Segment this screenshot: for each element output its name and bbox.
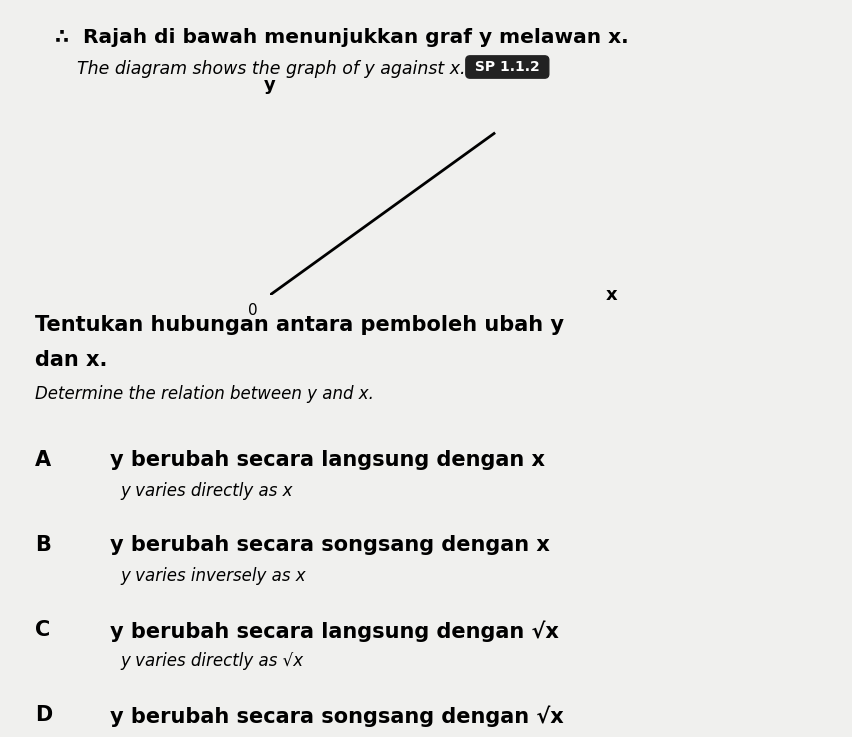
Text: A: A (35, 450, 51, 470)
Text: D: D (35, 705, 52, 725)
Text: y berubah secara songsang dengan x: y berubah secara songsang dengan x (110, 535, 550, 555)
Text: ∴  Rajah di bawah menunjukkan graf y melawan x.: ∴ Rajah di bawah menunjukkan graf y mela… (55, 28, 629, 47)
Text: y berubah secara langsung dengan x: y berubah secara langsung dengan x (110, 450, 545, 470)
Text: Determine the relation between y and x.: Determine the relation between y and x. (35, 385, 374, 403)
Text: C: C (35, 620, 50, 640)
Text: y berubah secara langsung dengan √x: y berubah secara langsung dengan √x (110, 620, 559, 641)
Text: y varies directly as x: y varies directly as x (120, 482, 292, 500)
Text: y varies inversely as x: y varies inversely as x (120, 567, 306, 585)
Text: dan x.: dan x. (35, 350, 107, 370)
Text: The diagram shows the graph of y against x.: The diagram shows the graph of y against… (55, 60, 465, 78)
Text: x: x (606, 286, 618, 304)
Text: y: y (264, 76, 276, 94)
Text: y varies directly as √x: y varies directly as √x (120, 652, 303, 670)
Text: y berubah secara songsang dengan √x: y berubah secara songsang dengan √x (110, 705, 564, 727)
Text: SP 1.1.2: SP 1.1.2 (470, 60, 544, 74)
Text: Tentukan hubungan antara pemboleh ubah y: Tentukan hubungan antara pemboleh ubah y (35, 315, 564, 335)
Text: 0: 0 (248, 303, 257, 318)
Text: B: B (35, 535, 51, 555)
